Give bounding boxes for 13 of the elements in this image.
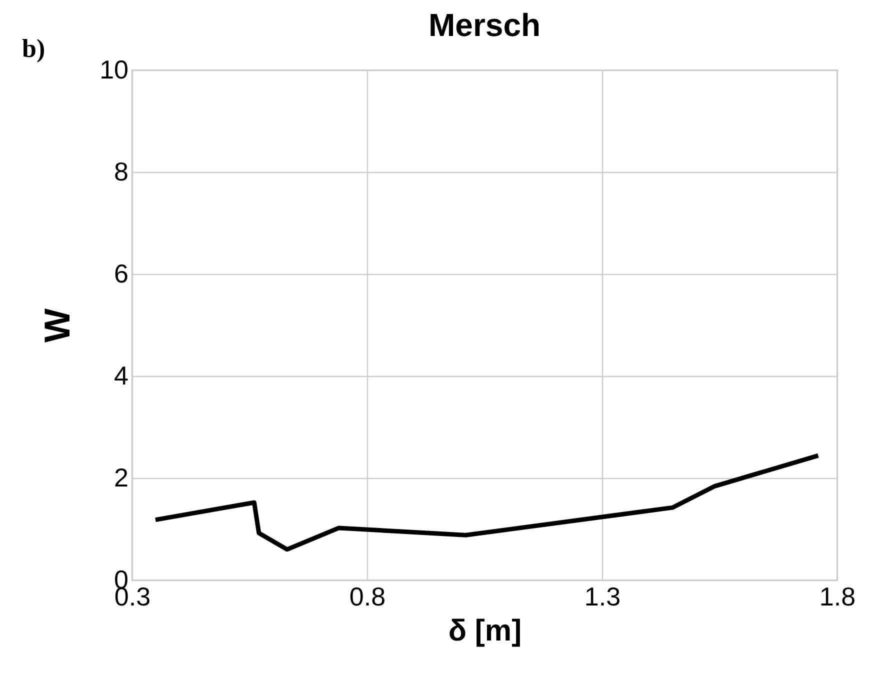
y-tick-label: 2 <box>114 462 128 492</box>
line-series <box>153 453 820 552</box>
chart-title: Mersch <box>428 7 541 43</box>
y-tick-label: 8 <box>114 156 128 186</box>
y-tick-label: 10 <box>100 54 128 84</box>
x-tick-label: 1.8 <box>819 582 856 612</box>
x-tick-label: 1.3 <box>584 582 621 612</box>
x-tick-label: 0.8 <box>349 582 386 612</box>
y-tick-label: 6 <box>114 258 128 288</box>
x-axis-title: δ [m] <box>448 614 522 648</box>
text: b) <box>22 34 46 64</box>
y-axis-title: W <box>36 308 78 342</box>
y-tick-label: 4 <box>114 360 128 390</box>
